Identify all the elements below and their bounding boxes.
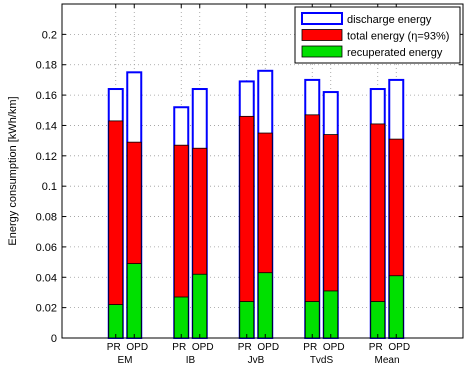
legend-entry: total energy (η=93%): [347, 31, 449, 43]
y-tick-label: 0.02: [36, 303, 57, 315]
legend: discharge energy total energy (η=93%) recu…: [294, 6, 461, 64]
recuperated-energy-bar: [304, 301, 320, 339]
y-tick-label: 0.14: [36, 120, 57, 132]
recuperated-energy-bar: [257, 272, 273, 339]
sub-category-label: PR: [238, 342, 252, 353]
recuperated-energy-bar: [370, 301, 386, 339]
sub-category-label: PR: [369, 342, 383, 353]
recuperated-energy-bar: [323, 290, 339, 339]
sub-category-label: OPD: [192, 342, 214, 353]
legend-swatch: [301, 29, 343, 41]
legend-entry: discharge energy: [347, 14, 432, 26]
recuperated-energy-bar: [126, 263, 142, 339]
y-tick-label: 0.16: [36, 90, 57, 102]
y-tick-label: 0.08: [36, 212, 57, 224]
y-tick-label: 0.1: [42, 181, 57, 193]
recuperated-energy-bar: [239, 301, 255, 339]
category-label: TvdS: [310, 355, 334, 366]
y-tick-label: 0.12: [36, 151, 57, 163]
ticks-layer: 0 0.02 0.04 0.06 0.08 0.1 0.12 0.14 0.16 0.18 0.2: [36, 4, 463, 345]
legend-entry: recuperated energy: [347, 47, 443, 59]
sub-category-label: OPD: [126, 342, 148, 353]
recuperated-energy-bar: [173, 296, 189, 339]
sub-category-label: PR: [172, 342, 186, 353]
recuperated-energy-bar: [108, 304, 124, 339]
category-label: JvB: [248, 355, 265, 366]
y-axis-label: Energy consumption [kWh/km]: [7, 96, 19, 245]
recuperated-energy-bar: [388, 275, 404, 339]
sub-category-label: PR: [303, 342, 317, 353]
y-tick-label: 0.2: [42, 29, 57, 41]
sub-category-label: OPD: [257, 342, 279, 353]
plot-frame: [61, 3, 464, 339]
sub-category-label: PR: [107, 342, 121, 353]
bars-layer: [107, 69, 405, 340]
category-label: EM: [118, 355, 133, 366]
y-tick-label: 0.06: [36, 242, 57, 254]
y-tick-label: 0: [51, 333, 57, 345]
category-label: Mean: [374, 355, 399, 366]
category-label: IB: [186, 355, 196, 366]
recuperated-energy-bar: [192, 273, 208, 339]
legend-swatch: [301, 45, 343, 58]
y-tick-label: 0.18: [36, 60, 57, 72]
sub-category-label: OPD: [388, 342, 410, 353]
y-tick-label: 0.04: [36, 272, 57, 284]
legend-swatch: [301, 12, 343, 25]
sub-category-label: OPD: [323, 342, 345, 353]
